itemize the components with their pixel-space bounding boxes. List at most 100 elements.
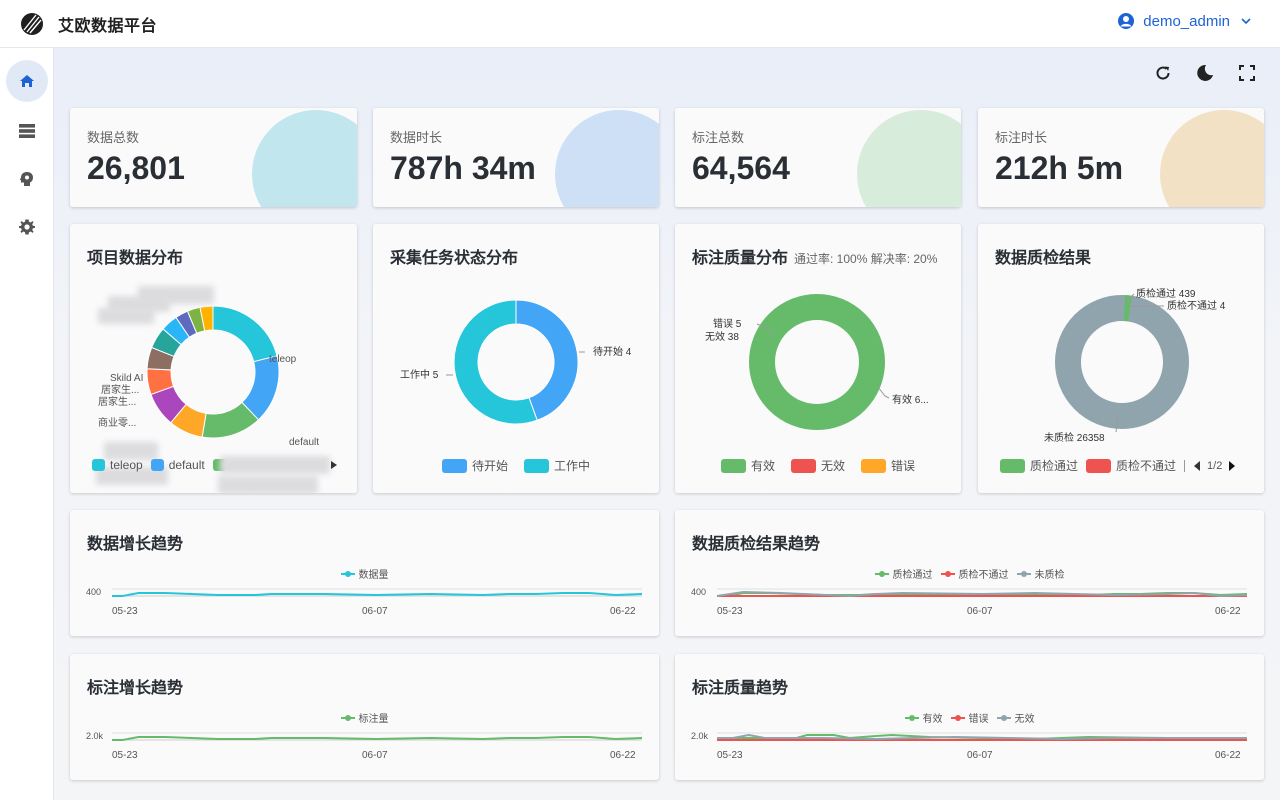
stat-card-label-duration: 标注时长 212h 5m — [978, 108, 1264, 207]
legend-item-working[interactable]: 工作中 — [524, 457, 590, 474]
legend-marker — [1016, 570, 1031, 577]
collection-slice[interactable] — [515, 299, 579, 421]
slice-unchecked[interactable] — [1055, 295, 1189, 429]
redacted-legend — [220, 456, 330, 474]
user-menu[interactable]: demo_admin — [1117, 12, 1252, 30]
trend-line-chart[interactable]: 2.0k 05-23 06-07 06-22 — [675, 654, 1264, 780]
brain-icon — [19, 172, 33, 186]
redacted-label — [104, 442, 158, 460]
chevron-down-icon — [1241, 18, 1251, 25]
user-avatar-icon — [1118, 13, 1135, 29]
data-inspection-legend: 质检通过 质检不通过 1/2 — [978, 457, 1264, 474]
label-teleop: teleop — [269, 354, 297, 365]
data-inspection-donut-chart[interactable]: 质检通过 439 质检不通过 4 未质检 26358 — [978, 224, 1264, 493]
legend-item-pending[interactable]: 待开始 — [441, 457, 508, 474]
legend-item-error[interactable]: 错误 — [861, 457, 915, 474]
collection-status-card: 采集任务状态分布 待开始 4 工作中 5 待开始 工作中 — [373, 224, 659, 493]
label-quality-donut-chart[interactable]: 错误 5 无效 38 有效 6... — [675, 224, 961, 493]
card-title: 采集任务状态分布 — [390, 250, 519, 267]
trend-series-line[interactable] — [112, 736, 643, 741]
sidebar-item-settings[interactable] — [6, 206, 48, 248]
legend-marker — [904, 714, 919, 721]
legend-item-invalid[interactable]: 无效 — [790, 457, 845, 474]
y-tick-label: 2.0k — [691, 731, 709, 741]
sidebar-item-data[interactable] — [6, 110, 48, 152]
stat-label: 数据总数 — [87, 130, 140, 145]
trend-series-line[interactable] — [112, 592, 643, 597]
dark-mode-button[interactable] — [1194, 62, 1216, 84]
legend-item-valid[interactable]: 有效 — [720, 457, 775, 474]
card-title: 数据增长趋势 — [87, 536, 184, 553]
home-icon — [20, 75, 34, 87]
legend-item[interactable]: 无效 — [996, 710, 1035, 725]
legend-swatch — [1086, 458, 1112, 473]
inspection-trend-card: 数据质检结果趋势 质检通过 质检不通过 未质检 400 05-23 06-07 … — [675, 510, 1264, 636]
legend-item[interactable]: 错误 — [950, 710, 989, 725]
sidebar-item-home[interactable] — [6, 60, 48, 102]
fullscreen-button[interactable] — [1236, 62, 1258, 84]
legend-item-teleop[interactable]: teleop — [92, 458, 143, 472]
legend-item[interactable]: 质检通过 — [874, 566, 933, 581]
redacted-label — [98, 308, 154, 324]
stat-label: 标注时长 — [995, 130, 1048, 145]
x-tick-label: 06-07 — [967, 606, 993, 617]
legend-next-icon[interactable] — [330, 461, 338, 469]
data-inspection-card: 数据质检结果 质检通过 439 质检不通过 4 未质检 26358 质检通过 质… — [978, 224, 1264, 493]
legend-item[interactable]: 质检不通过 — [940, 566, 1009, 581]
collection-donut-chart[interactable]: 待开始 4 工作中 5 — [373, 224, 659, 493]
legend-item[interactable]: 未质检 — [1016, 566, 1065, 581]
main-content: 数据总数 26,801 数据时长 787h 34m 标注总数 64,564 标注… — [54, 48, 1280, 800]
collection-legend: 待开始 工作中 — [373, 457, 659, 474]
stat-decoration — [857, 110, 961, 207]
gear-icon — [19, 219, 35, 235]
trend-series-line[interactable] — [716, 590, 1248, 598]
legend-label: 质检通过 — [1030, 459, 1079, 473]
legend-item[interactable]: 标注量 — [340, 710, 389, 725]
trend-series-line[interactable] — [717, 733, 1247, 741]
card-title-text: 标注质量分布 — [692, 250, 789, 267]
project-donut-chart[interactable]: teleop default Skild AI 居家生... 居家生... 商业… — [70, 224, 357, 493]
label-skild: Skild AI — [110, 373, 143, 384]
trend-series-line[interactable] — [717, 733, 1247, 741]
legend-swatch — [524, 458, 549, 473]
stat-card-label-count: 标注总数 64,564 — [675, 108, 961, 207]
legend-next-icon[interactable] — [1228, 460, 1236, 471]
trend-line-chart[interactable]: 400 05-23 06-07 06-22 — [675, 510, 1264, 636]
legend-prev-icon[interactable] — [1193, 460, 1201, 471]
x-tick-label: 05-23 — [112, 606, 138, 617]
legend-marker — [996, 714, 1011, 721]
x-tick-label: 05-23 — [112, 750, 138, 761]
trend-legend: 标注量 — [70, 710, 659, 725]
label-fail: 质检不通过 4 — [1167, 299, 1226, 312]
project-slice[interactable] — [199, 305, 214, 332]
legend-label: 数据量 — [358, 570, 389, 581]
trend-line-chart[interactable]: 2.0k 05-23 06-07 06-22 — [70, 654, 659, 780]
collection-slice[interactable] — [453, 299, 538, 425]
y-tick-label: 400 — [691, 587, 706, 597]
legend-item[interactable]: 数据量 — [340, 566, 389, 581]
x-tick-label: 06-22 — [610, 750, 636, 761]
refresh-button[interactable] — [1152, 62, 1174, 84]
storage-icon — [19, 124, 35, 138]
label-commerce: 商业零... — [98, 416, 136, 429]
legend-marker — [950, 714, 965, 721]
x-tick-label: 05-23 — [717, 606, 743, 617]
legend-item-default[interactable]: default — [150, 458, 205, 472]
legend-item-pass[interactable]: 质检通过 — [1000, 457, 1078, 474]
top-bar: 艾欧数据平台 demo_admin — [0, 0, 1280, 48]
legend-label: 质检不通过 — [1116, 459, 1177, 473]
label-home-2: 居家生... — [98, 395, 136, 408]
sidebar-item-model[interactable] — [6, 158, 48, 200]
legend-item[interactable]: 有效 — [904, 710, 943, 725]
legend-item-fail[interactable]: 质检不通过 — [1086, 457, 1176, 474]
trend-line-chart[interactable]: 400 05-23 06-07 06-22 — [70, 510, 659, 636]
project-legend: teleop default — [70, 458, 357, 472]
slice-valid[interactable] — [749, 294, 885, 430]
legend-marker — [874, 570, 889, 577]
legend-marker — [940, 570, 955, 577]
stat-value: 212h 5m — [995, 150, 1124, 186]
project-slice[interactable] — [212, 305, 278, 363]
slice-pass[interactable] — [1123, 295, 1133, 322]
label-error: 错误 5 — [713, 317, 742, 330]
legend-label: 有效 — [922, 714, 943, 725]
